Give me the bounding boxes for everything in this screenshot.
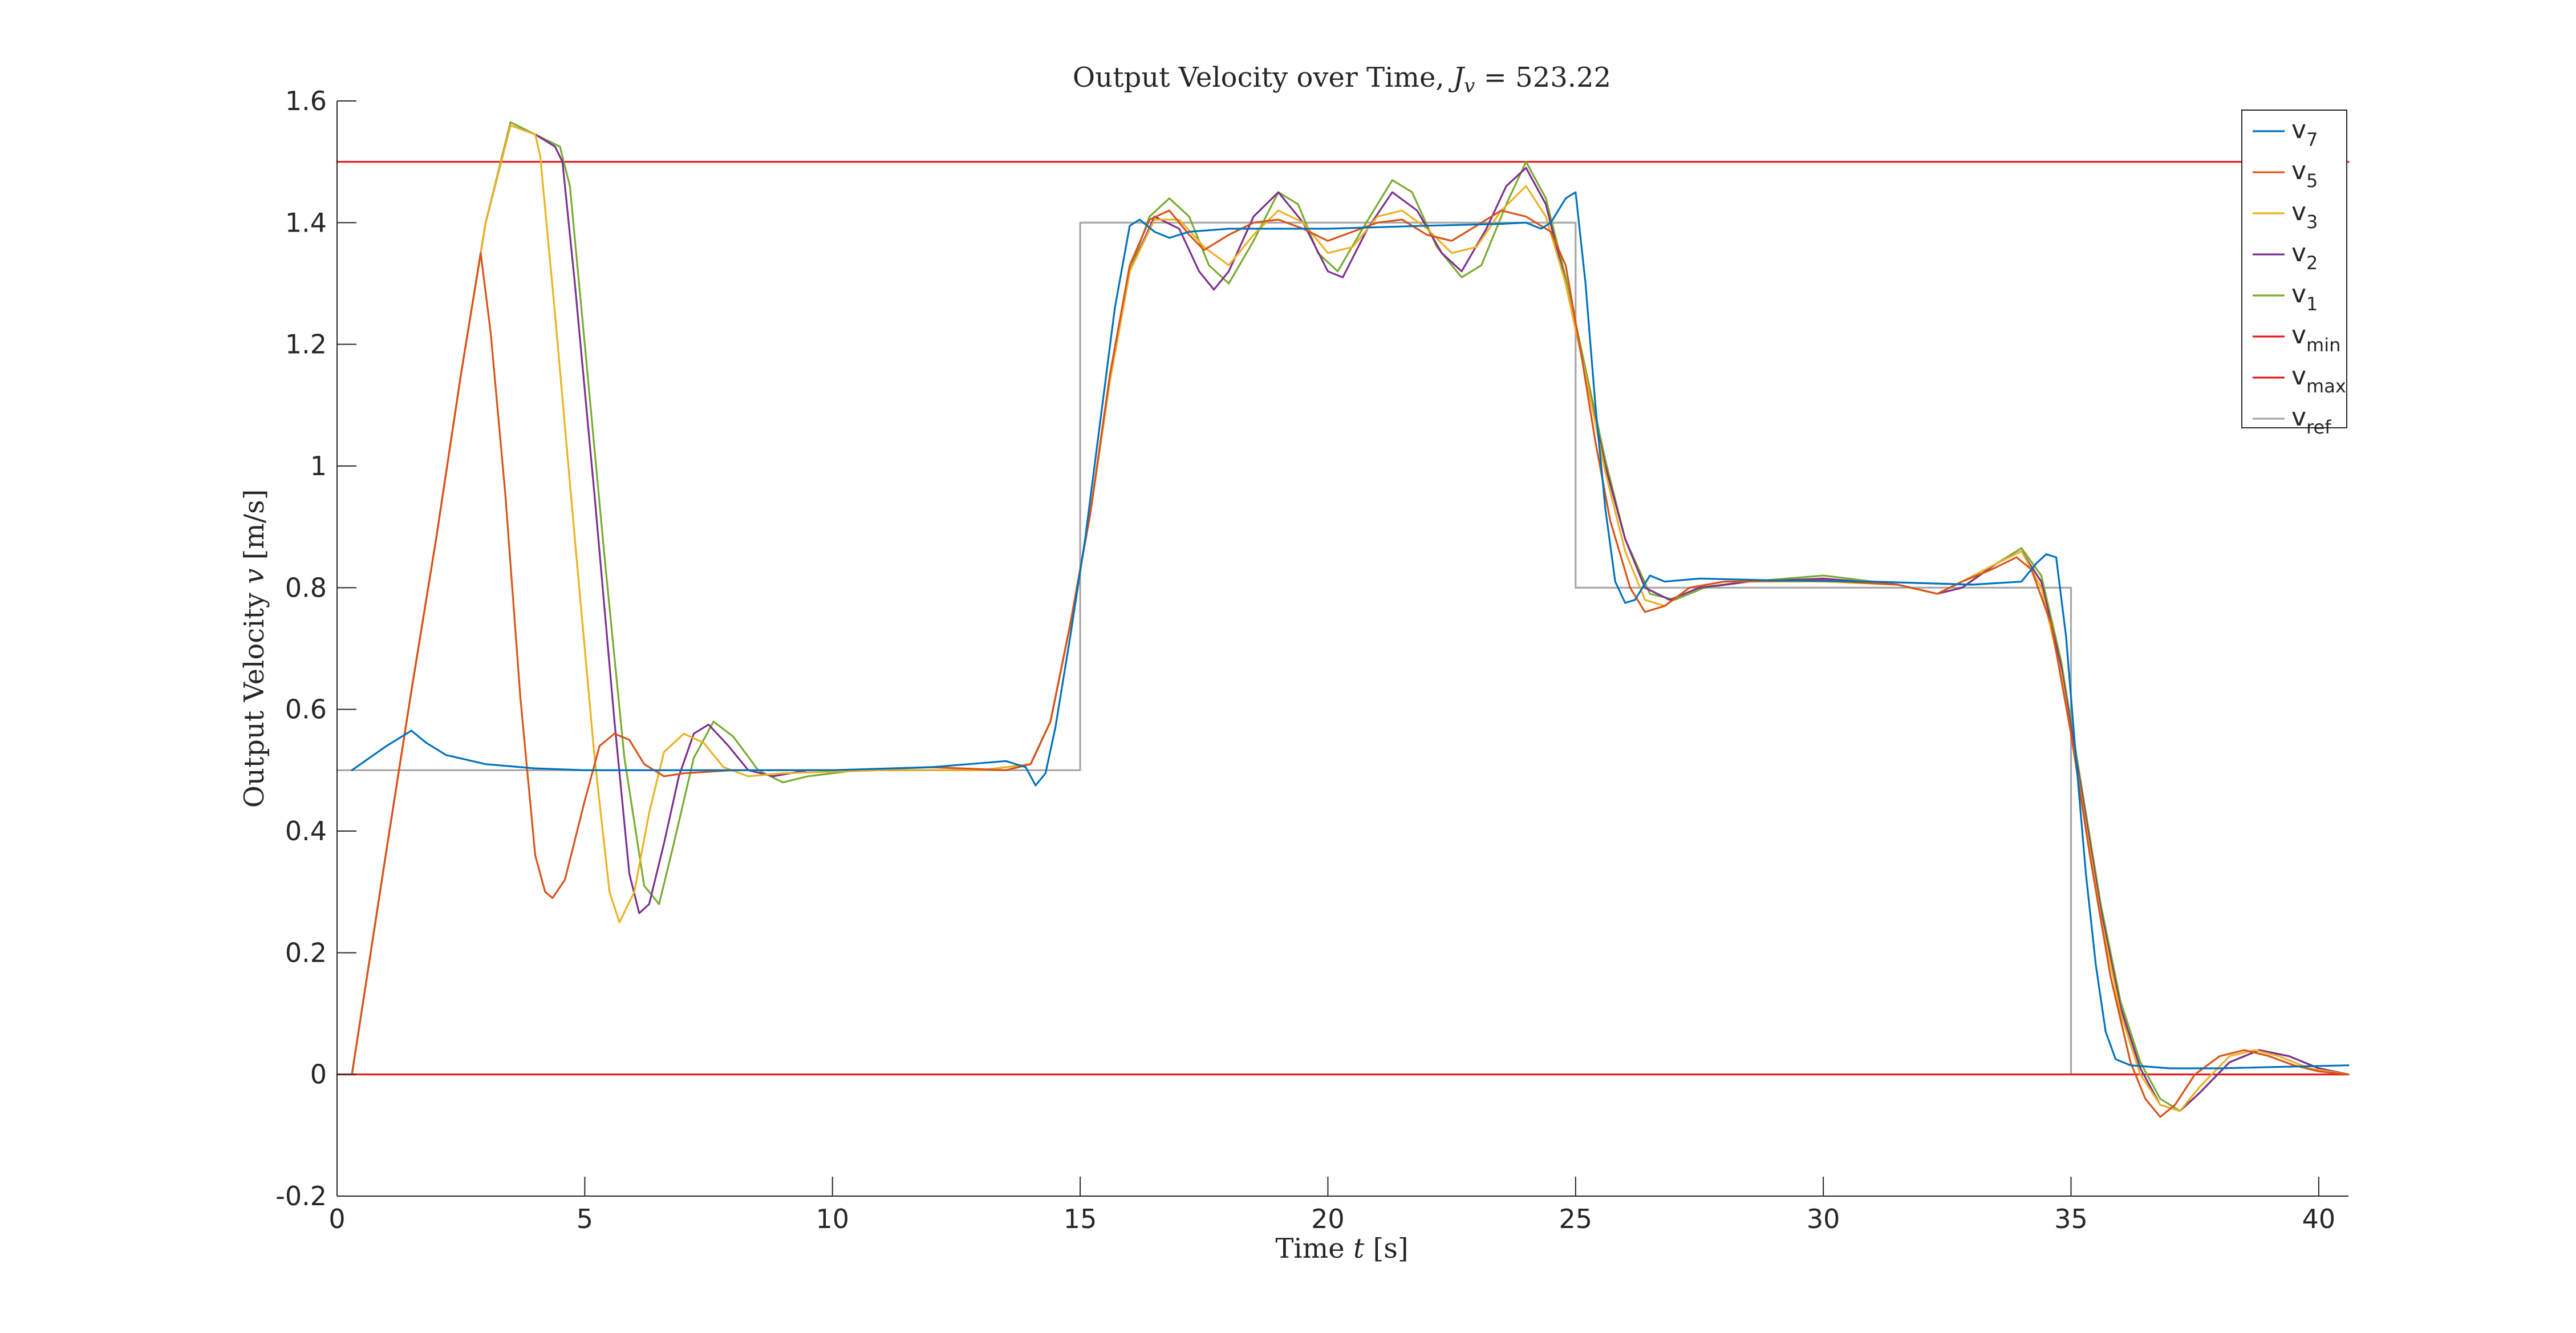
y-tick-label: 0 — [310, 1059, 327, 1090]
axes-background — [337, 101, 2348, 1196]
legend-item-v-min: vmin — [2253, 321, 2340, 356]
series-layer — [336, 121, 2350, 1118]
legend-label-subscript: 2 — [2306, 252, 2318, 274]
x-tick-label: 40 — [2302, 1204, 2336, 1234]
y-tick-label: 1 — [310, 451, 327, 481]
y-tick-label: 1.4 — [285, 207, 327, 238]
y-axis-title-prefix: Output Velocity — [238, 584, 270, 808]
legend-label: vref — [2291, 403, 2331, 438]
y-axis-title-symbol: v — [238, 569, 270, 584]
legend-label-subscript: 1 — [2306, 293, 2318, 315]
legend-label: vmin — [2291, 321, 2340, 356]
legend-label: v5 — [2291, 156, 2318, 192]
series-line-v-7 — [351, 191, 2350, 1069]
y-axis-ticks: -0.2 0 0.2 0.4 0.6 0.8 1 1.2 1.4 1.6 — [275, 86, 356, 1212]
legend-item-v-max: vmax — [2253, 362, 2346, 397]
legend-item-v-7: v7 — [2253, 115, 2318, 151]
x-tick-label: 35 — [2054, 1204, 2088, 1234]
x-axis-ticks: 0 5 10 15 20 25 30 35 40 — [328, 1177, 2335, 1234]
legend-label-subscript: ref — [2306, 416, 2331, 438]
legend-label-base: v — [2291, 197, 2306, 226]
plot-area: 0 5 10 15 20 25 30 35 40 -0.200.20.40.60.811.21.… — [275, 86, 2350, 1234]
x-tick-label: 15 — [1064, 1204, 1097, 1234]
legend-label-base: v — [2291, 321, 2306, 350]
legend-item-v-5: v5 — [2253, 156, 2318, 192]
x-tick-label: 5 — [577, 1204, 593, 1234]
x-tick-label: 10 — [816, 1204, 849, 1234]
legend-box — [2241, 110, 2347, 428]
x-axis-title-symbol: t — [1353, 1233, 1365, 1265]
y-tick-label: 0.2 — [285, 937, 327, 968]
y-axis-title-unit: [m/s] — [238, 489, 270, 569]
legend-label-subscript: 3 — [2306, 211, 2318, 233]
legend-label: v2 — [2291, 238, 2318, 274]
legend-label: v7 — [2291, 115, 2318, 151]
y-tick-label: -0.2 — [275, 1181, 327, 1212]
axes-layer — [336, 101, 2348, 1197]
chart-title: Output Velocity over Time, Jv = 523.22 — [1073, 62, 1611, 98]
x-axis-title-unit: [s] — [1364, 1233, 1408, 1265]
legend-item-v-2: v2 — [2253, 238, 2318, 274]
legend-label-base: v — [2291, 279, 2306, 309]
legend-label-base: v — [2291, 403, 2306, 432]
legend-label: v3 — [2291, 197, 2318, 233]
legend-label-base: v — [2291, 362, 2306, 391]
legend-item-v-ref: vref — [2253, 403, 2331, 438]
legend-item-v-1: v1 — [2253, 279, 2318, 315]
x-tick-label: 25 — [1559, 1204, 1593, 1234]
x-tick-label: 0 — [328, 1204, 345, 1234]
y-tick-label: 0.4 — [285, 816, 327, 846]
x-tick-label: 30 — [1807, 1204, 1840, 1234]
legend-item-v-3: v3 — [2253, 197, 2318, 233]
y-tick-label: 0.8 — [285, 572, 327, 603]
x-tick-label: 20 — [1311, 1204, 1345, 1234]
x-axis-title-prefix: Time — [1275, 1233, 1353, 1265]
legend-label-subscript: 7 — [2306, 129, 2318, 151]
chart-title-subscript: v — [1464, 75, 1475, 98]
y-axis-title: Output Velocity v [m/s] — [238, 489, 270, 808]
legend-label-base: v — [2291, 238, 2306, 268]
y-tick-label: 1.2 — [285, 329, 327, 360]
legend-label-subscript: 5 — [2306, 170, 2318, 192]
legend-label-base: v — [2291, 115, 2306, 144]
x-axis-title: Time t [s] — [1275, 1233, 1408, 1265]
legend-label: vmax — [2291, 362, 2346, 397]
chart-title-suffix: = 523.22 — [1475, 62, 1611, 94]
legend-label-subscript: max — [2306, 375, 2346, 397]
y-tick-label: 0.6 — [285, 694, 327, 725]
chart-title-prefix: Output Velocity over Time, — [1073, 62, 1453, 94]
y-tick-label: 1.6 — [285, 86, 327, 116]
legend-label: v1 — [2291, 279, 2318, 315]
series-line-v-5 — [351, 209, 2350, 1118]
series-line-v-ref — [336, 221, 2350, 1076]
legend-label-subscript: min — [2306, 334, 2340, 356]
legend-label-base: v — [2291, 156, 2306, 185]
